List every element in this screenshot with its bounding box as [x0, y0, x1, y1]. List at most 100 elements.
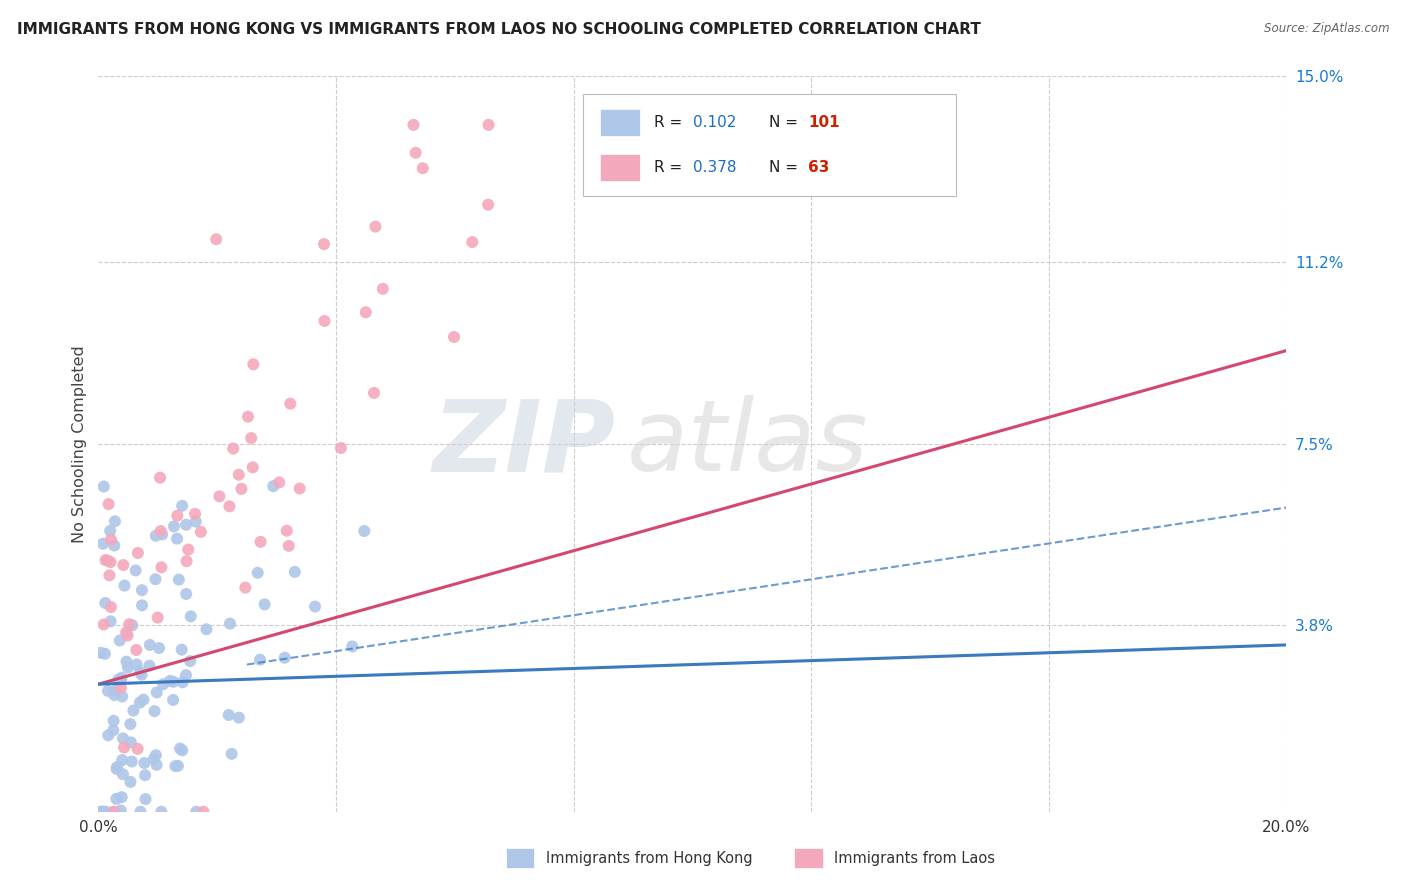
Point — [111, 731, 134, 746]
Point — [100, 615, 122, 629]
Point — [150, 527, 173, 541]
Point — [162, 693, 184, 707]
Point — [219, 616, 242, 631]
Point — [190, 524, 212, 539]
Point — [134, 756, 156, 770]
Point — [174, 517, 197, 532]
Point — [105, 760, 128, 774]
Point — [117, 628, 139, 642]
Point — [278, 396, 301, 410]
Point — [91, 537, 114, 551]
Point — [112, 558, 135, 572]
Point — [172, 743, 194, 757]
Point — [94, 647, 117, 661]
Point — [166, 508, 188, 523]
Point — [172, 499, 194, 513]
Point — [128, 696, 150, 710]
Point — [193, 805, 215, 819]
Point — [218, 708, 240, 723]
Text: IMMIGRANTS FROM HONG KONG VS IMMIGRANTS FROM LAOS NO SCHOOLING COMPLETED CORRELA: IMMIGRANTS FROM HONG KONG VS IMMIGRANTS … — [17, 22, 981, 37]
Point — [104, 684, 127, 698]
Point — [145, 748, 167, 763]
Point — [103, 688, 125, 702]
Point — [637, 118, 659, 132]
Text: R =: R = — [654, 160, 688, 175]
Point — [94, 596, 117, 610]
Point — [111, 690, 134, 704]
Point — [129, 805, 152, 819]
Point — [93, 479, 115, 493]
Point — [240, 431, 263, 445]
Point — [162, 674, 184, 689]
Point — [142, 752, 165, 766]
Point — [150, 560, 173, 574]
Point — [186, 805, 208, 819]
Point — [115, 625, 138, 640]
Point — [364, 219, 387, 234]
Text: N =: N = — [769, 160, 803, 175]
Point — [167, 759, 190, 773]
Text: 0.378: 0.378 — [693, 160, 737, 175]
Point — [111, 753, 134, 767]
Point — [149, 470, 172, 484]
Text: ZIP: ZIP — [432, 395, 616, 492]
Point — [205, 232, 228, 246]
Point — [145, 572, 167, 586]
Text: Source: ZipAtlas.com: Source: ZipAtlas.com — [1264, 22, 1389, 36]
Point — [288, 482, 311, 496]
Point — [249, 653, 271, 667]
Point — [176, 554, 198, 568]
Point — [180, 609, 202, 624]
Point — [665, 161, 688, 176]
Point — [127, 742, 149, 756]
Point — [353, 524, 375, 538]
Point — [97, 497, 120, 511]
Point — [121, 755, 143, 769]
Point — [329, 441, 352, 455]
Point — [169, 741, 191, 756]
Point — [120, 735, 142, 749]
Point — [371, 282, 394, 296]
Point — [363, 385, 385, 400]
Point — [253, 598, 276, 612]
Point — [146, 610, 169, 624]
Point — [228, 711, 250, 725]
Point — [125, 643, 148, 657]
Point — [477, 197, 499, 211]
Point — [91, 805, 114, 819]
Point — [242, 460, 264, 475]
Point — [121, 618, 143, 632]
Point — [163, 519, 186, 533]
Point — [105, 762, 128, 776]
Point — [90, 646, 112, 660]
Point — [103, 714, 125, 728]
Point — [246, 566, 269, 580]
Point — [177, 542, 200, 557]
Point — [138, 658, 160, 673]
Point — [131, 667, 153, 681]
Point — [139, 638, 162, 652]
Point — [342, 640, 364, 654]
Point — [276, 524, 298, 538]
Point — [170, 642, 193, 657]
Point — [117, 660, 139, 674]
Point — [89, 805, 111, 819]
Text: 0.102: 0.102 — [693, 115, 737, 130]
Point — [828, 118, 851, 132]
Point — [145, 757, 167, 772]
Point — [100, 533, 122, 547]
Point — [131, 583, 153, 598]
Point — [118, 617, 141, 632]
Point — [145, 529, 167, 543]
Point — [143, 704, 166, 718]
Text: Immigrants from Hong Kong: Immigrants from Hong Kong — [546, 851, 752, 865]
Point — [354, 305, 377, 319]
Point — [222, 442, 245, 456]
Text: R =: R = — [654, 115, 688, 130]
Point — [98, 524, 121, 538]
Point — [97, 554, 120, 568]
Point — [114, 579, 136, 593]
Point — [165, 759, 187, 773]
Text: 63: 63 — [808, 160, 830, 175]
Point — [150, 805, 173, 819]
